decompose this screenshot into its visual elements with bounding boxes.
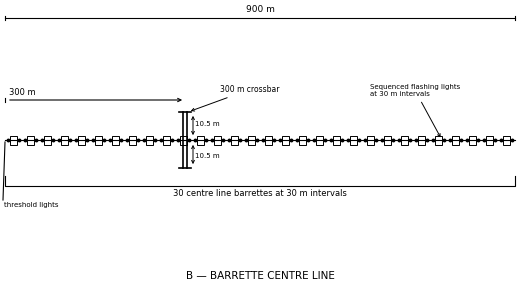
- Bar: [282, 136, 289, 145]
- Bar: [452, 136, 459, 145]
- Bar: [503, 136, 510, 145]
- Bar: [401, 136, 408, 145]
- Bar: [112, 136, 119, 145]
- Bar: [248, 136, 255, 145]
- Text: 10.5 m: 10.5 m: [195, 121, 219, 127]
- Bar: [197, 136, 204, 145]
- Bar: [384, 136, 391, 145]
- Bar: [486, 136, 493, 145]
- Bar: [146, 136, 153, 145]
- Bar: [265, 136, 272, 145]
- Text: 10.5 m: 10.5 m: [195, 153, 219, 159]
- Bar: [469, 136, 476, 145]
- Text: 300 m crossbar: 300 m crossbar: [192, 85, 280, 111]
- Bar: [316, 136, 323, 145]
- Bar: [44, 136, 51, 145]
- Bar: [163, 136, 170, 145]
- Bar: [180, 136, 187, 145]
- Bar: [350, 136, 357, 145]
- Text: 900 m: 900 m: [245, 5, 275, 14]
- Text: 30 centre line barrettes at 30 m intervals: 30 centre line barrettes at 30 m interva…: [173, 189, 347, 198]
- Bar: [129, 136, 136, 145]
- Text: B — BARRETTE CENTRE LINE: B — BARRETTE CENTRE LINE: [186, 271, 334, 281]
- Bar: [333, 136, 340, 145]
- Bar: [78, 136, 85, 145]
- Bar: [231, 136, 238, 145]
- Bar: [10, 136, 17, 145]
- Text: 300 m: 300 m: [9, 88, 36, 97]
- Text: threshold lights: threshold lights: [4, 202, 58, 208]
- Bar: [61, 136, 68, 145]
- Bar: [95, 136, 102, 145]
- Bar: [418, 136, 425, 145]
- Bar: [367, 136, 374, 145]
- Bar: [435, 136, 442, 145]
- Text: Sequenced flashing lights
at 30 m intervals: Sequenced flashing lights at 30 m interv…: [370, 84, 460, 136]
- Bar: [214, 136, 221, 145]
- Bar: [27, 136, 34, 145]
- Bar: [299, 136, 306, 145]
